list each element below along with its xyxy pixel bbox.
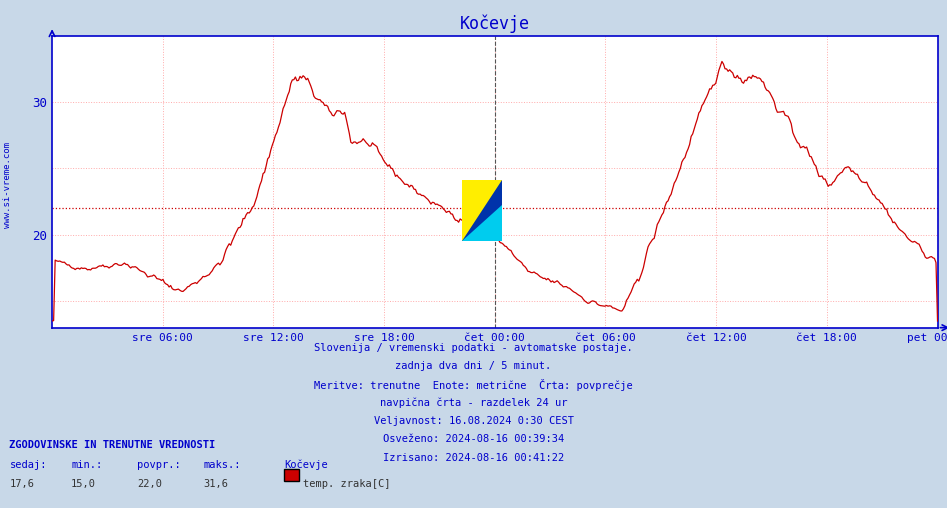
Text: Izrisano: 2024-08-16 00:41:22: Izrisano: 2024-08-16 00:41:22 (383, 453, 564, 463)
Text: navpična črta - razdelek 24 ur: navpična črta - razdelek 24 ur (380, 398, 567, 408)
Polygon shape (462, 205, 502, 241)
Title: Kočevje: Kočevje (460, 14, 529, 33)
Text: Osveženo: 2024-08-16 00:39:34: Osveženo: 2024-08-16 00:39:34 (383, 434, 564, 444)
Polygon shape (462, 180, 502, 241)
Text: 31,6: 31,6 (204, 479, 228, 489)
Text: Meritve: trenutne  Enote: metrične  Črta: povprečje: Meritve: trenutne Enote: metrične Črta: … (314, 379, 633, 392)
Text: www.si-vreme.com: www.si-vreme.com (3, 142, 12, 229)
Text: povpr.:: povpr.: (137, 460, 181, 470)
Text: Slovenija / vremenski podatki - avtomatske postaje.: Slovenija / vremenski podatki - avtomats… (314, 343, 633, 353)
Text: Kočevje: Kočevje (284, 460, 328, 470)
Text: 22,0: 22,0 (137, 479, 162, 489)
Text: 17,6: 17,6 (9, 479, 34, 489)
Text: ZGODOVINSKE IN TRENUTNE VREDNOSTI: ZGODOVINSKE IN TRENUTNE VREDNOSTI (9, 440, 216, 451)
Text: maks.:: maks.: (204, 460, 241, 470)
Text: zadnja dva dni / 5 minut.: zadnja dva dni / 5 minut. (396, 361, 551, 371)
Text: Veljavnost: 16.08.2024 0:30 CEST: Veljavnost: 16.08.2024 0:30 CEST (373, 416, 574, 426)
Text: temp. zraka[C]: temp. zraka[C] (303, 479, 390, 489)
Text: sedaj:: sedaj: (9, 460, 47, 470)
Text: min.:: min.: (71, 460, 102, 470)
Text: 15,0: 15,0 (71, 479, 96, 489)
